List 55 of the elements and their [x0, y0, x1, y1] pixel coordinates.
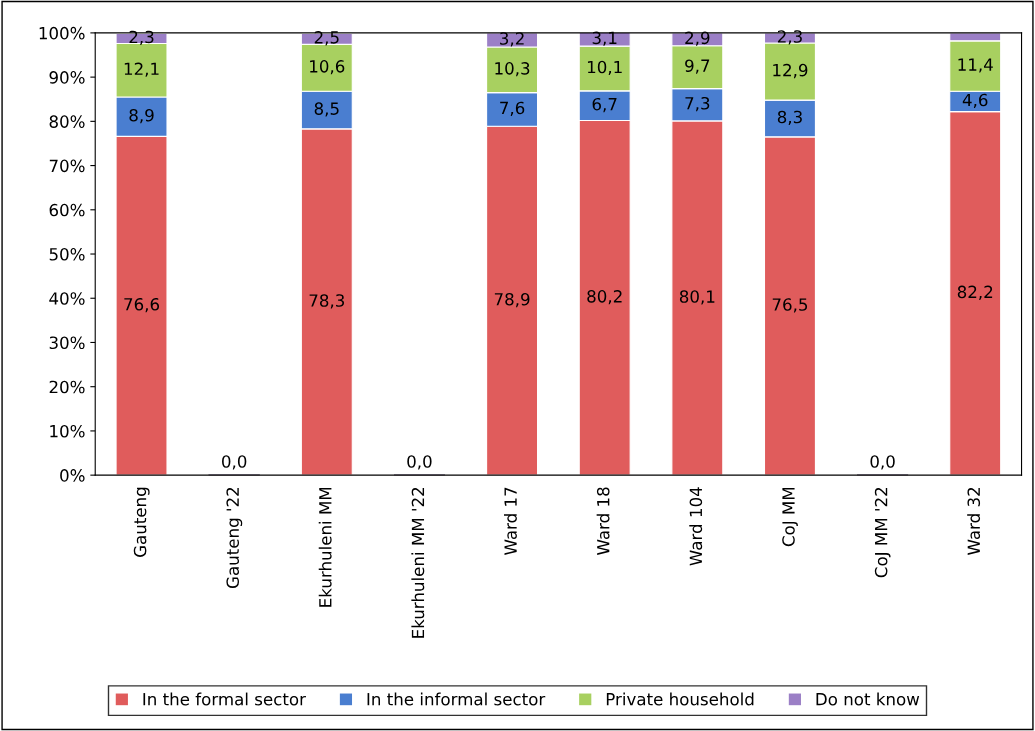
data-label: 2,9	[685, 31, 710, 46]
y-tick-label: 100%	[39, 26, 85, 40]
y-tick-label: 70%	[49, 159, 85, 173]
legend-label: Private household	[606, 692, 754, 706]
y-tick-label: 80%	[49, 115, 85, 128]
y-tick-label: 40%	[49, 292, 85, 305]
data-label: 78,9	[494, 292, 530, 308]
legend-label: Do not know	[816, 692, 920, 706]
x-tick-label: Ward 32	[967, 487, 981, 555]
data-label: 78,3	[309, 294, 345, 309]
data-label: 8,5	[314, 102, 339, 117]
x-tick-label: Ekurhuleni MM '22	[411, 487, 425, 638]
data-label: 0,0	[407, 455, 432, 470]
data-label: 76,5	[772, 298, 808, 313]
data-label: 0,0	[870, 455, 895, 470]
data-label: 2,3	[129, 30, 154, 45]
data-label: 7,6	[500, 101, 525, 116]
x-tick-label: CoJ MM '22	[874, 487, 891, 578]
data-label: 11,4	[958, 58, 993, 73]
data-label: 8,3	[777, 110, 802, 126]
y-tick-label: 10%	[50, 424, 85, 438]
x-tick-label: Gauteng '22	[226, 487, 243, 589]
x-tick-label: Ward 18	[596, 487, 610, 555]
x-tick-label: CoJ MM	[782, 487, 798, 547]
data-label: 4,6	[962, 93, 988, 108]
x-tick-label: Ward 17	[504, 487, 517, 555]
data-label: 10,1	[587, 60, 622, 76]
y-tick-label: 30%	[49, 336, 85, 350]
data-label: 7,3	[685, 96, 710, 112]
y-tick-label: 0%	[60, 469, 85, 482]
data-label: 2,3	[777, 30, 802, 45]
legend-label: In the formal sector	[143, 692, 306, 706]
x-tick-label: Gauteng	[133, 487, 150, 557]
data-label: 9,7	[685, 59, 710, 74]
data-label: 10,6	[310, 60, 345, 75]
data-label: 76,6	[124, 298, 160, 313]
legend-label: In the informal sector	[367, 692, 546, 706]
y-tick-label: 60%	[49, 203, 85, 217]
data-label: 80,1	[679, 290, 715, 305]
data-label: 10,3	[495, 62, 530, 77]
data-label: 2,5	[314, 31, 339, 46]
x-tick-label: Ward 104	[689, 487, 703, 566]
data-label: 12,9	[773, 63, 808, 79]
y-tick-label: 20%	[49, 380, 85, 394]
data-label: 8,9	[129, 108, 154, 124]
y-tick-label: 50%	[49, 247, 85, 261]
data-label: 0,0	[222, 455, 247, 470]
data-label: 3,1	[592, 31, 617, 46]
data-label: 3,2	[500, 32, 524, 47]
data-label: 80,2	[587, 290, 622, 305]
data-label: 6,7	[592, 97, 617, 113]
data-label: 12,1	[124, 62, 159, 77]
y-tick-label: 90%	[49, 71, 85, 84]
x-tick-label: Ekurhuleni MM	[318, 487, 332, 607]
data-label: 82,2	[957, 285, 993, 300]
